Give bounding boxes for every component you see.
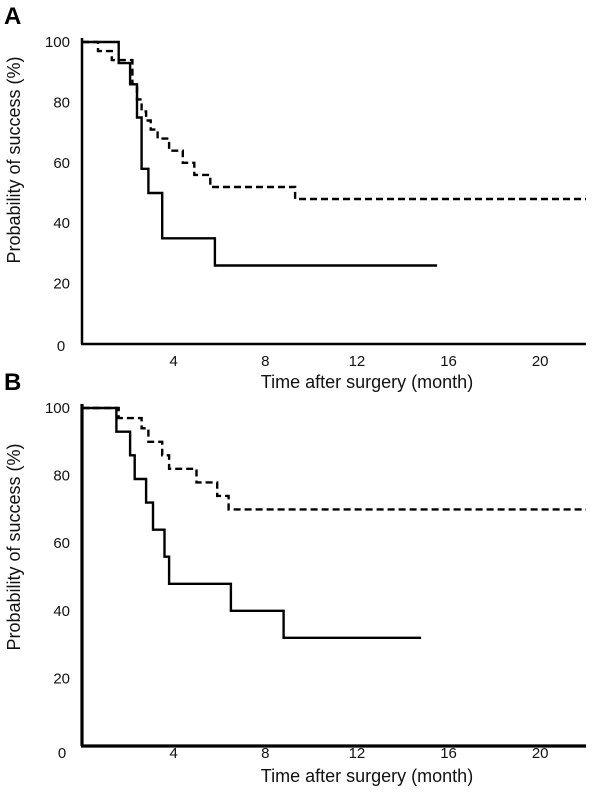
panel-a-x-tick-label: 8 [261,353,269,370]
panel-a-x-tick-label: 16 [440,353,457,370]
panel-a-x-axis-label: Time after surgery (month) [261,372,473,392]
panel-b-x-tick-label: 12 [349,745,366,762]
panel-b-y-tick-label: 40 [53,603,70,620]
panel-a-y-axis-label: Probability of success (%) [4,56,24,263]
panel-a-y-tick-label: 100 [45,34,70,51]
panel-b-letter: B [4,369,21,396]
panel-b-y-tick-label: 100 [45,400,70,417]
panel-a-y-tick-label: 40 [53,215,70,232]
panel-a-letter: A [4,3,21,30]
panel-a-x-tick-label: 20 [532,353,549,370]
panel-a-y-tick-label: 60 [53,155,70,172]
panel-b-y-tick-label: 60 [53,535,70,552]
panel-b-x-tick-label: 8 [261,745,269,762]
panel-a-x-tick-label: 12 [349,353,366,370]
panel-b-y-axis-label: Probability of success (%) [4,443,24,650]
panel-a-y-tick-label: 80 [53,94,70,111]
panel-a-series-dashed-line [82,40,586,201]
panel-a-y-tick-label: 0 [57,338,65,355]
panel-a-series-solid-line [82,40,438,267]
panel-a-x-tick-label: 4 [169,353,177,370]
panel-b-y-tick-label: 80 [53,468,70,485]
panel-b-series-dashed-line [82,406,586,511]
panel-b-x-tick-label: 16 [440,745,457,762]
panel-b-x-tick-label: 4 [169,745,177,762]
panel-b-x-tick-label: 20 [532,745,549,762]
panel-a-y-tick-label: 20 [53,276,70,293]
panel-b-y-tick-label: 20 [53,670,70,687]
panel-b-series-solid-line [82,406,422,639]
panel-b-x-axis-label: Time after surgery (month) [261,766,473,786]
panel-b-x-tick-label: 0 [58,745,66,762]
